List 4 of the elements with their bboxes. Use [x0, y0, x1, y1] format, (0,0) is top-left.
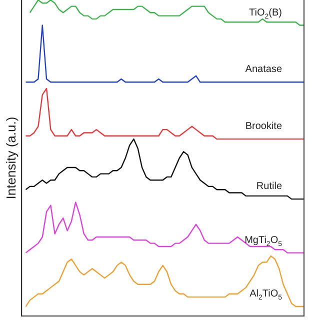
series-label: Brookite — [245, 121, 282, 132]
y-axis-title: Intensity (a.u.) — [3, 116, 18, 200]
series-label: Rutile — [256, 181, 282, 192]
series-label: Anatase — [245, 64, 282, 76]
